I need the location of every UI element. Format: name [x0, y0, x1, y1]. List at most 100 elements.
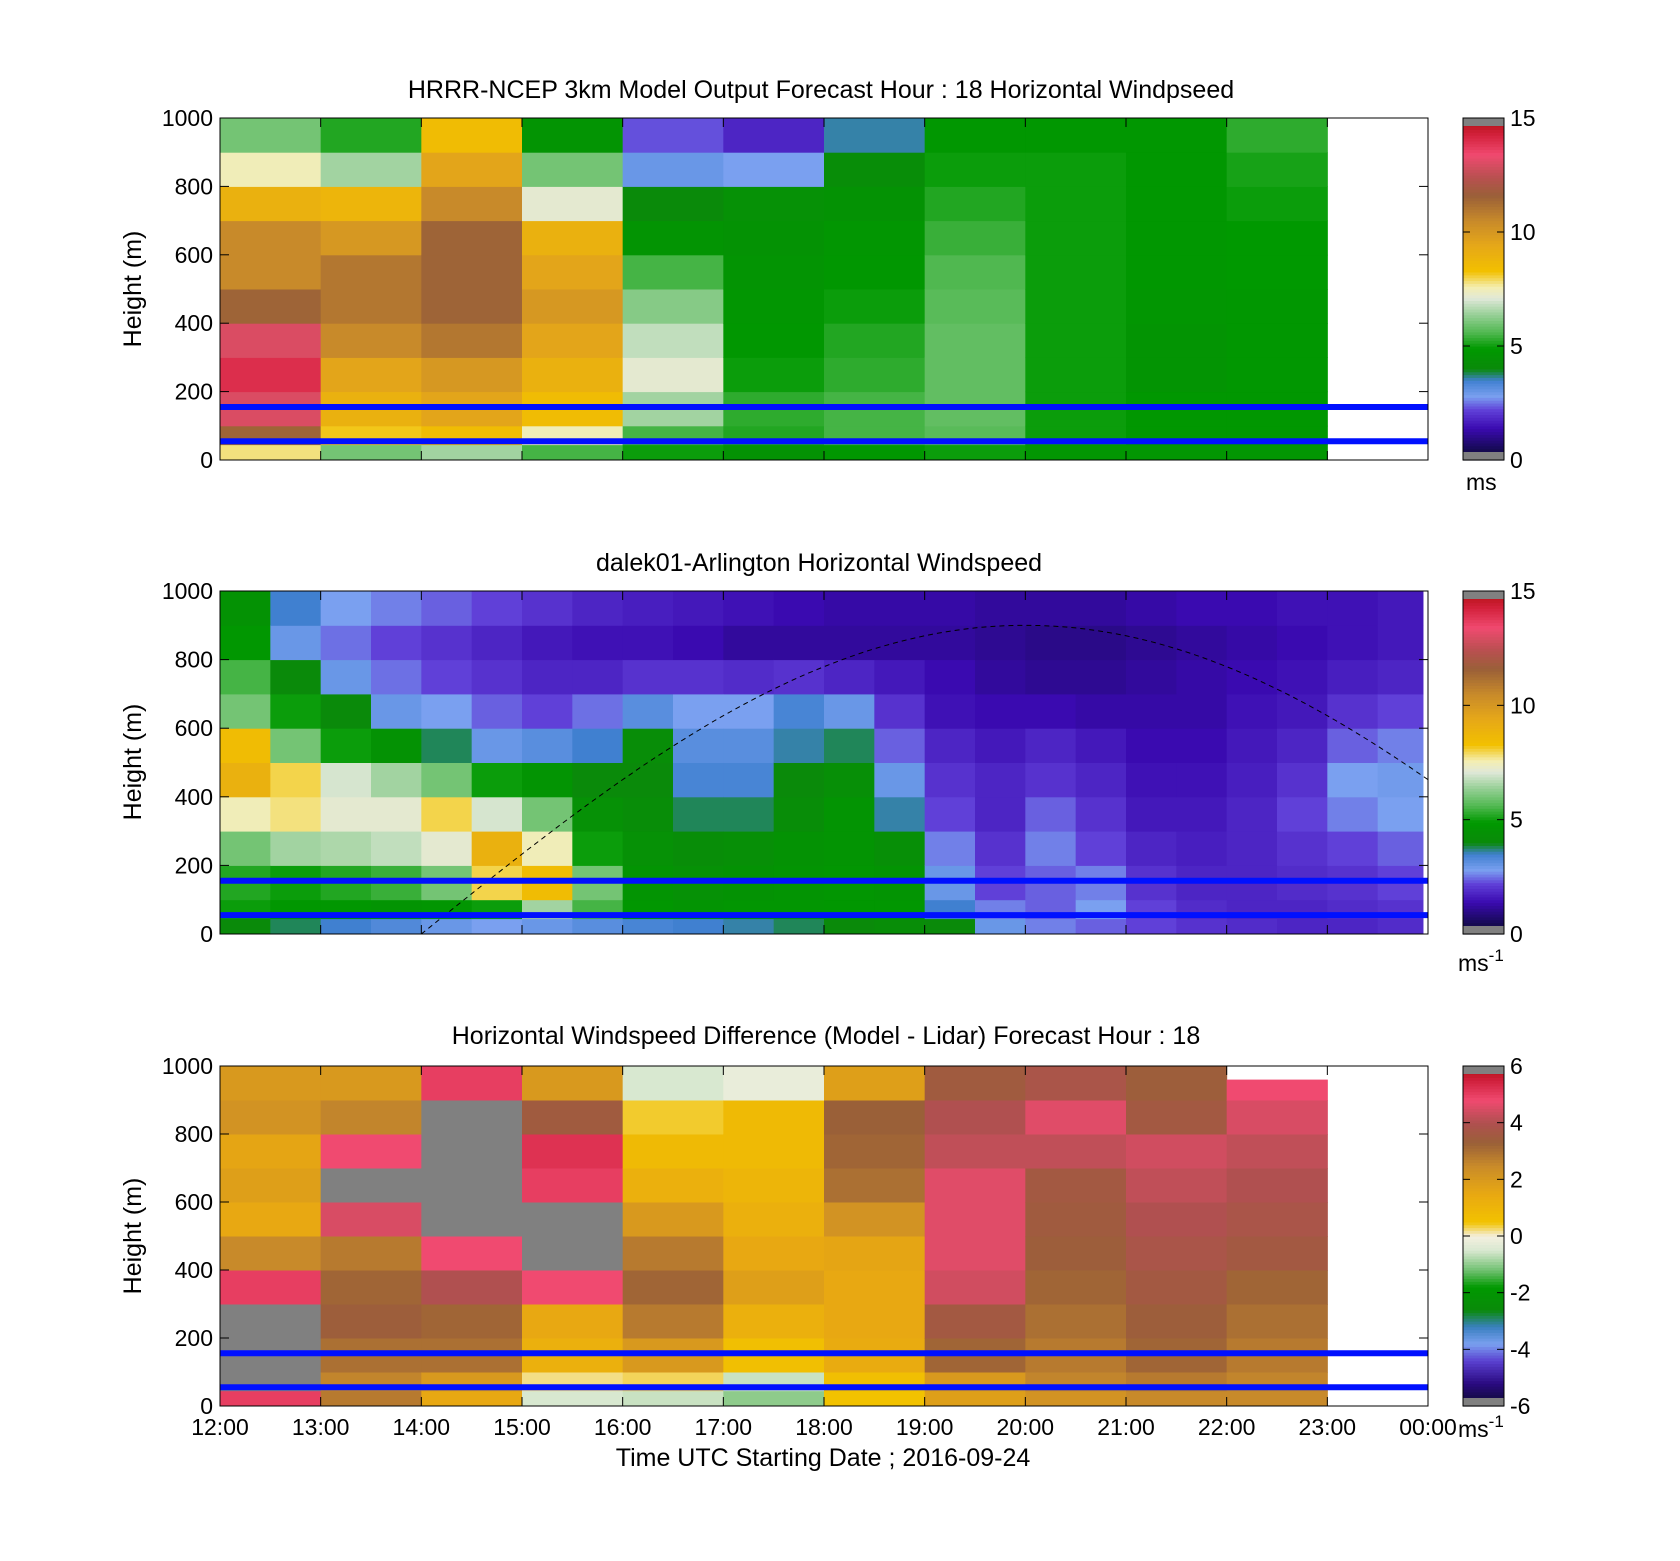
colorbar-segment [1463, 189, 1504, 193]
heatmap-cell [421, 1390, 523, 1407]
heatmap-cell [773, 918, 825, 935]
colorbar-segment [1463, 842, 1504, 846]
heatmap-cell [924, 625, 976, 661]
colorbar-segment [1463, 206, 1504, 210]
heatmap-cell [924, 693, 976, 729]
heatmap-cell [1176, 693, 1228, 729]
heatmap-cell [421, 1168, 523, 1203]
colorbar-segment [1463, 186, 1504, 190]
heatmap-cell [1277, 762, 1328, 798]
heatmap-cell [723, 323, 825, 358]
colorbar-segment [1463, 374, 1504, 378]
heatmap-cell [924, 831, 976, 866]
heatmap-cell [723, 357, 825, 393]
colorbar-segment [1463, 383, 1504, 387]
colorbar-segment [1463, 229, 1504, 233]
heatmap-cell [924, 1066, 1026, 1101]
heatmap-cell [421, 1202, 523, 1237]
heatmap-cell [522, 1390, 624, 1407]
colorbar-segment [1463, 177, 1504, 182]
heatmap-cell [924, 152, 1026, 187]
colorbar-segment [1463, 619, 1504, 624]
heatmap-cell [421, 1100, 523, 1135]
colorbar-tick-label: 5 [1510, 333, 1523, 359]
colorbar-segment [1463, 699, 1504, 704]
panel-model-heatmap [220, 118, 1328, 461]
heatmap-cell [1025, 357, 1127, 393]
heatmap-cell [1126, 444, 1228, 461]
x-tick-label: 16:00 [594, 1414, 652, 1440]
colorbar-tick-label: 0 [1510, 447, 1523, 473]
colorbar-segment [1463, 400, 1504, 404]
heatmap-cell [673, 625, 724, 661]
colorbar-segment [1463, 442, 1504, 447]
colorbar-segment [1463, 865, 1504, 869]
colorbar-segment [1463, 152, 1504, 156]
colorbar-segment [1463, 862, 1504, 866]
heatmap-cell [723, 796, 775, 832]
colorbar-segment [1463, 308, 1504, 313]
heatmap-cell [1126, 1202, 1228, 1237]
heatmap-cell [471, 693, 523, 729]
y-tick-label: 600 [175, 1189, 213, 1215]
heatmap-cell [622, 1390, 724, 1407]
colorbar-segment [1463, 1134, 1504, 1138]
heatmap-cell [220, 796, 271, 832]
colorbar-frame [1462, 117, 1505, 461]
colorbar-segment [1463, 1264, 1504, 1268]
colorbar-segment [1463, 919, 1504, 924]
heatmap-cell [421, 918, 473, 935]
heatmap-cell [1327, 796, 1379, 832]
colorbar-segment [1463, 876, 1504, 881]
heatmap-cell [1126, 152, 1228, 187]
colorbar-segment [1463, 405, 1504, 410]
heatmap-cell [723, 1390, 825, 1407]
colorbar-segment [1463, 885, 1504, 889]
y-tick-label: 800 [175, 173, 213, 199]
colorbar-segment [1463, 736, 1504, 741]
colorbar-segment [1463, 813, 1504, 818]
heatmap-cell [1226, 152, 1328, 187]
colorbar-segment [1463, 756, 1504, 761]
colorbar-segment [1463, 1173, 1504, 1178]
heatmap-cell [1075, 796, 1127, 832]
heatmap-cell [1377, 591, 1424, 626]
heatmap-cell [522, 918, 573, 935]
x-tick-label: 20:00 [997, 1414, 1055, 1440]
heatmap-cell [1025, 1236, 1127, 1271]
heatmap-cell [522, 1304, 624, 1339]
panel-difference-reference-lines [220, 1350, 1428, 1391]
heatmap-cell [773, 591, 825, 626]
heatmap-cell [1327, 659, 1379, 695]
heatmap-cell [421, 659, 473, 695]
colorbar-segment [1463, 220, 1504, 225]
colorbar-segment [1463, 1156, 1504, 1161]
heatmap-cell [572, 918, 624, 935]
heatmap-cell [673, 831, 724, 866]
heatmap-cell [1126, 762, 1177, 798]
y-tick-label: 1000 [162, 1053, 213, 1079]
panel-difference-heatmap [220, 1066, 1328, 1407]
colorbar-tick-label: -4 [1510, 1336, 1531, 1362]
heatmap-cell [320, 659, 372, 695]
colorbar-segment [1463, 836, 1504, 841]
heatmap-cell [622, 762, 674, 798]
y-tick-label: 800 [175, 1121, 213, 1147]
colorbar-frame [1462, 590, 1505, 935]
colorbar-segment [1463, 1383, 1504, 1387]
heatmap-cell [622, 693, 674, 729]
colorbar-segment [1463, 902, 1504, 907]
heatmap-cell [924, 1100, 1026, 1135]
colorbar-segment [1463, 280, 1504, 284]
colorbar-segment [1463, 1193, 1504, 1197]
heatmap-cell [723, 152, 825, 187]
colorbar-segment [1463, 833, 1504, 838]
colorbar-segment [1463, 1312, 1504, 1316]
colorbar-segment [1463, 1114, 1504, 1118]
colorbar-underflow [1463, 1398, 1504, 1406]
heatmap-cell [874, 625, 926, 661]
colorbar-segment [1463, 711, 1504, 715]
heatmap-cell [1277, 591, 1328, 626]
colorbar-segment [1463, 1097, 1504, 1101]
heatmap-cell [220, 186, 322, 222]
